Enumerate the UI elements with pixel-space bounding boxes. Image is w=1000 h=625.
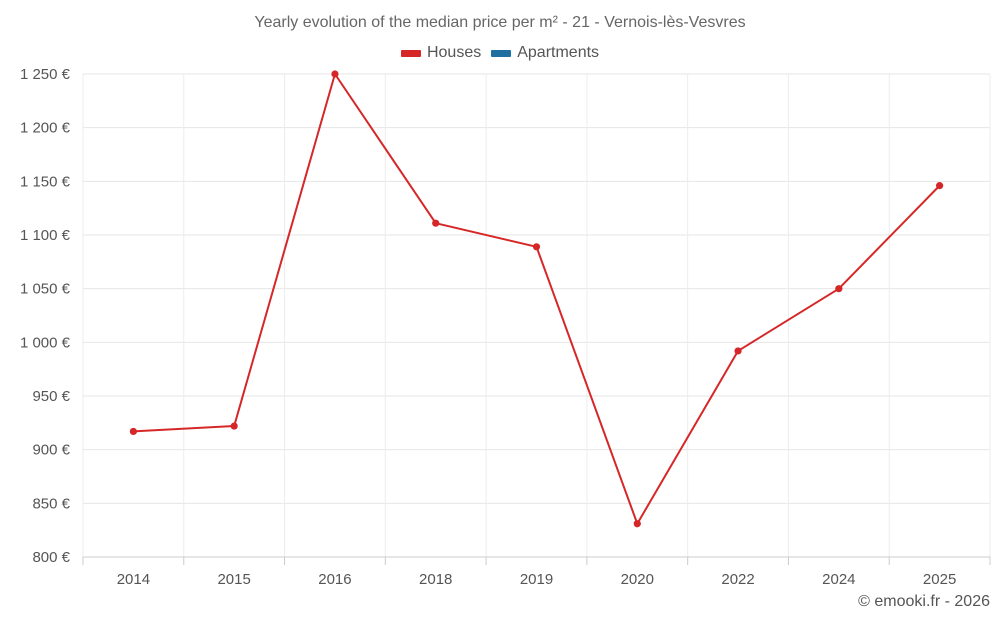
data-point[interactable]	[936, 182, 944, 190]
y-tick-label: 1 000 €	[20, 334, 71, 351]
x-tick-label: 2018	[419, 571, 452, 588]
legend-label-houses: Houses	[426, 44, 482, 61]
y-tick-label: 1 150 €	[20, 173, 71, 190]
axes	[82, 556, 991, 565]
y-tick-label: 950 €	[32, 388, 70, 405]
series-line-houses	[133, 73, 941, 525]
data-point[interactable]	[230, 422, 238, 430]
legend-item-apartments[interactable]: Apartments	[491, 44, 599, 62]
data-point[interactable]	[734, 347, 742, 355]
y-tick-label: 900 €	[32, 442, 70, 459]
x-tick-label: 2024	[822, 571, 855, 588]
data-point[interactable]	[532, 243, 541, 251]
data-point[interactable]	[633, 520, 641, 528]
y-tick-label: 1 050 €	[20, 281, 71, 298]
legend: Houses Apartments	[0, 44, 1000, 62]
data-point[interactable]	[432, 219, 440, 227]
x-tick-label: 2025	[923, 571, 956, 588]
legend-label-apartments: Apartments	[517, 44, 600, 61]
x-tick-label: 2015	[217, 571, 250, 588]
grid	[82, 73, 991, 557]
y-axis-ticks: 800 € 850 € 900 € 950 € 1 000 € 1 050 € 1 100 …	[20, 66, 71, 566]
x-tick-label: 2016	[318, 571, 351, 588]
chart-title: Yearly evolution of the median price per…	[254, 14, 746, 31]
y-tick-label: 1 100 €	[20, 227, 71, 244]
legend-item-houses[interactable]: Houses	[400, 44, 482, 62]
series-layer	[129, 70, 944, 528]
x-axis-ticks: 2014 2015 2016 2018 2019 2020 2022 2024 2025	[117, 571, 957, 588]
y-tick-label: 800 €	[32, 549, 70, 566]
y-tick-label: 1 200 €	[20, 120, 71, 137]
x-tick-label: 2022	[721, 571, 754, 588]
data-point[interactable]	[331, 70, 339, 78]
x-tick-label: 2019	[520, 571, 553, 588]
legend-swatch-houses	[400, 49, 421, 57]
x-tick-label: 2014	[117, 571, 150, 588]
data-point[interactable]	[129, 427, 137, 436]
y-tick-label: 1 250 €	[20, 66, 71, 83]
data-point[interactable]	[835, 285, 843, 293]
y-tick-label: 850 €	[32, 495, 70, 512]
copyright-credit: © emooki.fr - 2026	[858, 593, 990, 610]
legend-swatch-apartments	[491, 49, 512, 57]
x-tick-label: 2020	[621, 571, 654, 588]
